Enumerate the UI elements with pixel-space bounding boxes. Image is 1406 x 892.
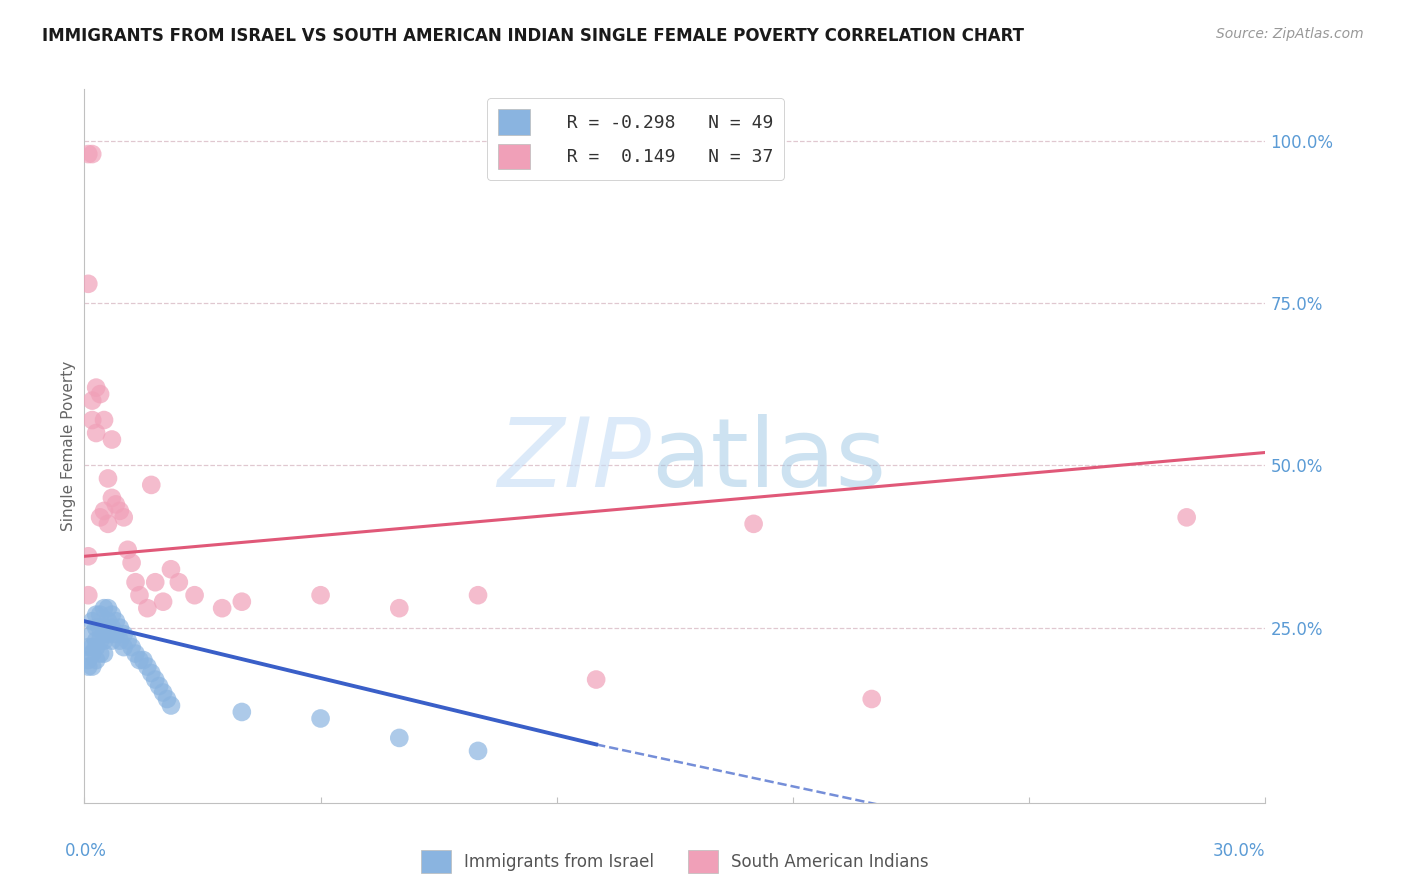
Point [82,147,104,161]
Point [97,601,120,615]
Point [117,542,139,557]
Point [104,627,127,641]
Point [136,601,159,615]
Point [141,478,163,492]
Point [231,595,253,609]
Point [104,614,127,628]
Point [143,575,166,590]
Point [152,685,174,699]
Point [77,277,100,291]
Point [160,698,183,713]
Text: ZIP: ZIP [498,414,651,507]
Point [84,653,107,667]
Point [101,491,124,505]
Point [97,614,120,628]
Point [82,647,104,661]
Point [108,504,131,518]
Point [97,516,120,531]
Point [93,647,115,661]
Point [77,659,100,673]
Point [82,659,104,673]
Point [860,692,883,706]
Point [585,673,607,687]
Point [77,147,100,161]
Point [160,562,183,576]
Point [93,504,115,518]
Point [136,659,159,673]
Point [97,627,120,641]
Point [121,640,143,654]
Point [467,588,489,602]
Point [93,621,115,635]
Point [77,653,100,667]
Point [152,595,174,609]
Point [82,413,104,427]
Point [211,601,233,615]
Point [124,575,146,590]
Point [77,549,100,564]
Point [82,614,104,628]
Point [1175,510,1198,524]
Text: 0.0%: 0.0% [65,842,107,860]
Point [309,711,332,725]
Point [121,556,143,570]
Point [117,633,139,648]
Point [742,516,765,531]
Text: IMMIGRANTS FROM ISRAEL VS SOUTH AMERICAN INDIAN SINGLE FEMALE POVERTY CORRELATIO: IMMIGRANTS FROM ISRAEL VS SOUTH AMERICAN… [42,27,1024,45]
Point [82,640,104,654]
Point [148,679,170,693]
Point [89,607,111,622]
Point [388,731,411,745]
Text: atlas: atlas [651,414,886,507]
Text: 30.0%: 30.0% [1213,842,1265,860]
Point [84,425,107,440]
Point [124,647,146,661]
Point [84,633,107,648]
Point [108,633,131,648]
Point [84,640,107,654]
Point [82,627,104,641]
Point [89,633,111,648]
Point [77,640,100,654]
Legend: Immigrants from Israel, South American Indians: Immigrants from Israel, South American I… [415,843,935,880]
Point [112,640,135,654]
Point [132,653,155,667]
Point [231,705,253,719]
Point [101,607,124,622]
Point [108,621,131,635]
Point [112,627,135,641]
Point [82,393,104,408]
Point [84,621,107,635]
Point [93,601,115,615]
Point [84,381,107,395]
Point [101,633,124,648]
Point [183,588,205,602]
Point [467,744,489,758]
Point [141,666,163,681]
Point [93,413,115,427]
Point [97,471,120,485]
Point [93,633,115,648]
Point [309,588,332,602]
Point [112,510,135,524]
Point [77,588,100,602]
Point [156,692,179,706]
Point [89,621,111,635]
Point [89,647,111,661]
Point [101,433,124,447]
Point [84,607,107,622]
Point [128,653,150,667]
Point [128,588,150,602]
Point [104,497,127,511]
Point [89,510,111,524]
Y-axis label: Single Female Poverty: Single Female Poverty [60,361,76,531]
Point [388,601,411,615]
Point [167,575,190,590]
Point [101,621,124,635]
Point [143,673,166,687]
Text: Source: ZipAtlas.com: Source: ZipAtlas.com [1216,27,1364,41]
Point [89,387,111,401]
